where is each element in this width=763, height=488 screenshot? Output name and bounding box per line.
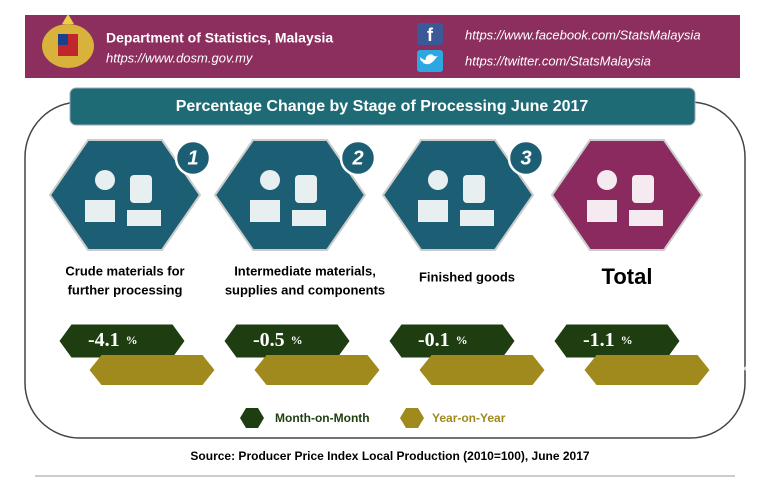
yoy-hex xyxy=(89,355,215,385)
stage-number: 3 xyxy=(520,147,531,169)
mom-unit: % xyxy=(456,333,468,347)
icon-shape xyxy=(463,175,485,203)
facebook-url[interactable]: https://www.facebook.com/StatsMalaysia xyxy=(465,27,701,42)
mom-hex xyxy=(554,324,680,358)
icon-shape xyxy=(127,210,161,226)
icon-shape xyxy=(460,210,494,226)
yoy-value: 9.9% xyxy=(380,356,426,381)
stage-label: Total xyxy=(602,264,653,289)
stage-icon-hex xyxy=(550,139,704,251)
mom-hex xyxy=(389,324,515,358)
mom-unit: % xyxy=(621,333,633,347)
header-title: Department of Statistics, Malaysia xyxy=(106,30,333,46)
yoy-value: 6.4% xyxy=(710,356,756,381)
mom-value: -4.1% xyxy=(88,329,138,351)
logo xyxy=(42,14,94,68)
yoy-unit: % xyxy=(743,363,755,377)
icon-shape xyxy=(597,170,617,190)
mom-number: -4.1 xyxy=(88,329,120,351)
yoy-hex xyxy=(584,355,710,385)
stage-number: 2 xyxy=(351,147,363,169)
mom-value: -1.1% xyxy=(583,329,633,351)
yoy-hex xyxy=(419,355,545,385)
yoy-value: 4.0% xyxy=(215,356,261,381)
yoy-number: 4.0 xyxy=(215,356,243,381)
stage-label: Intermediate materials, xyxy=(234,263,376,278)
icon-shape xyxy=(428,170,448,190)
icon-shape xyxy=(418,200,448,222)
stage-label: Finished goods xyxy=(419,269,515,284)
twitter-url[interactable]: https://twitter.com/StatsMalaysia xyxy=(465,53,651,68)
icon-shape xyxy=(587,200,617,222)
icon-shape xyxy=(95,170,115,190)
stage-label: Crude materials for xyxy=(65,263,184,278)
mom-value: -0.1% xyxy=(418,329,468,351)
twitter-glyph xyxy=(420,54,438,65)
facebook-icon[interactable] xyxy=(417,23,443,45)
mom-hex xyxy=(224,324,350,358)
yoy-value: 1.3% xyxy=(545,356,591,381)
yoy-hex xyxy=(254,355,380,385)
yoy-unit: % xyxy=(248,363,260,377)
header-url[interactable]: https://www.dosm.gov.my xyxy=(106,50,254,65)
icon-shape xyxy=(130,175,152,203)
icon-shape xyxy=(250,200,280,222)
mom-unit: % xyxy=(126,333,138,347)
legend-yoy: Year-on-Year xyxy=(432,411,506,425)
yoy-number: 1.3 xyxy=(545,356,573,381)
banner-title: Percentage Change by Stage of Processing… xyxy=(176,98,589,115)
facebook-glyph: f xyxy=(427,25,434,45)
stage-number-badge xyxy=(507,139,545,177)
legend-mom-swatch xyxy=(240,408,264,428)
mom-hex xyxy=(59,324,185,358)
yoy-unit: % xyxy=(578,363,590,377)
header-band xyxy=(25,15,740,78)
icon-shape xyxy=(629,210,663,226)
icon-shape xyxy=(632,175,654,203)
stages: 1 Crude materials for further processing -4… xyxy=(48,139,756,385)
mom-unit: % xyxy=(291,333,303,347)
stage-label: further processing xyxy=(68,282,183,297)
stage-icon-hex xyxy=(48,139,202,251)
yoy-unit: % xyxy=(413,363,425,377)
legend-yoy-swatch xyxy=(400,408,424,428)
stage-number-badge xyxy=(339,139,377,177)
banner xyxy=(69,87,696,126)
yoy-number: 6.4 xyxy=(710,356,738,381)
source: Source: Producer Price Index Local Produ… xyxy=(190,449,589,463)
mom-number: -1.1 xyxy=(583,329,615,351)
icon-shape xyxy=(85,200,115,222)
icon-shape xyxy=(295,175,317,203)
mom-number: -0.5 xyxy=(253,329,285,351)
stage-icon-hex xyxy=(381,139,535,251)
icon-shape xyxy=(260,170,280,190)
yoy-number: 9.9 xyxy=(380,356,408,381)
stage-number: 1 xyxy=(187,147,198,169)
stage-label: supplies and components xyxy=(225,282,385,297)
mom-number: -0.1 xyxy=(418,329,450,351)
mom-value: -0.5% xyxy=(253,329,303,351)
stage-icon-hex xyxy=(213,139,367,251)
icon-shape xyxy=(292,210,326,226)
legend-mom: Month-on-Month xyxy=(275,411,370,425)
stage-number-badge xyxy=(174,139,212,177)
